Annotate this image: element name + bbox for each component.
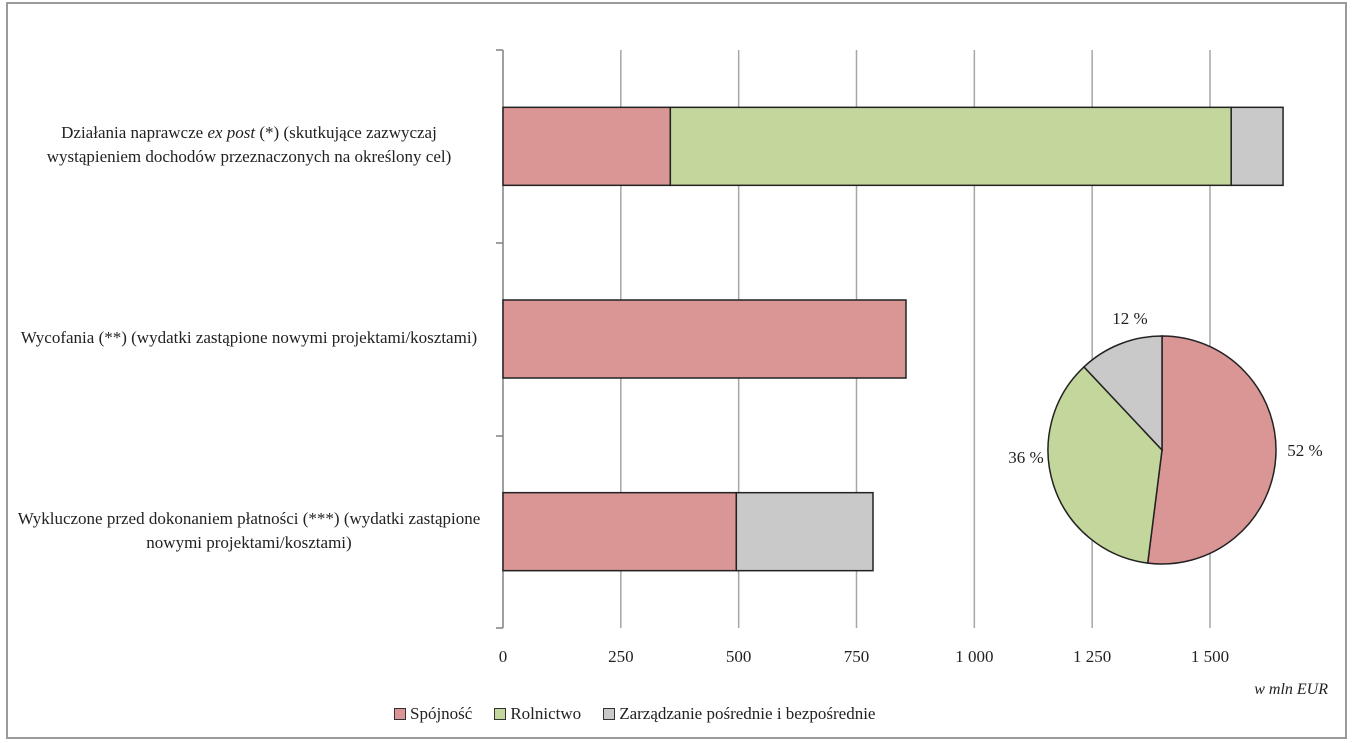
x-tick-label-2: 500 — [726, 647, 752, 666]
legend-label-rolnictwo: Rolnictwo — [510, 704, 582, 723]
legend-label-spojnosc: Spójność — [410, 704, 473, 723]
x-tick-label-1: 250 — [608, 647, 634, 666]
pie-label-0: 52 % — [1287, 441, 1322, 460]
bar-1-spójność — [502, 299, 907, 379]
pie-slice-1 — [1047, 365, 1163, 564]
pie-slice-0 — [1146, 335, 1277, 565]
x-tick-label-5: 1 250 — [1073, 647, 1111, 666]
bar-0-zarządzanie-pośrednie-i-bezpośrednie — [1230, 106, 1284, 187]
legend-item-rolnictwo: Rolnictwo — [494, 704, 581, 724]
bar-2-spójność — [502, 491, 738, 572]
bar-0-spójność — [502, 106, 672, 187]
pie-slice-2 — [1082, 335, 1163, 452]
x-tick-label-4: 1 000 — [955, 647, 993, 666]
legend-item-zarzadzanie: Zarządzanie pośrednie i bezpośrednie — [603, 704, 875, 724]
pie-label-1: 36 % — [1008, 448, 1043, 467]
bar-0-rolnictwo — [669, 106, 1232, 187]
category-label-0: Działania naprawcze ex post (*) (skutkuj… — [46, 123, 452, 167]
legend-swatch-zarzadzanie — [603, 708, 616, 720]
category-label-1: Wycofania (**) (wydatki zastąpione nowym… — [20, 328, 478, 347]
bar-2-zarządzanie-pośrednie-i-bezpośrednie — [735, 491, 874, 572]
legend-label-zarzadzanie: Zarządzanie pośrednie i bezpośrednie — [619, 704, 876, 723]
pie-label-2: 12 % — [1112, 309, 1147, 328]
x-tick-label-3: 750 — [844, 647, 870, 666]
legend: Spójność Rolnictwo Zarządzanie pośrednie… — [394, 704, 897, 724]
legend-item-spojnosc: Spójność — [394, 704, 472, 724]
legend-swatch-rolnictwo — [494, 708, 507, 720]
x-tick-label-6: 1 500 — [1191, 647, 1229, 666]
legend-swatch-spojnosc — [394, 708, 406, 720]
x-tick-label-0: 0 — [499, 647, 508, 666]
category-label-2: Wykluczone przed dokonaniem płatności (*… — [17, 508, 481, 552]
unit-label: w mln EUR — [1254, 681, 1328, 698]
